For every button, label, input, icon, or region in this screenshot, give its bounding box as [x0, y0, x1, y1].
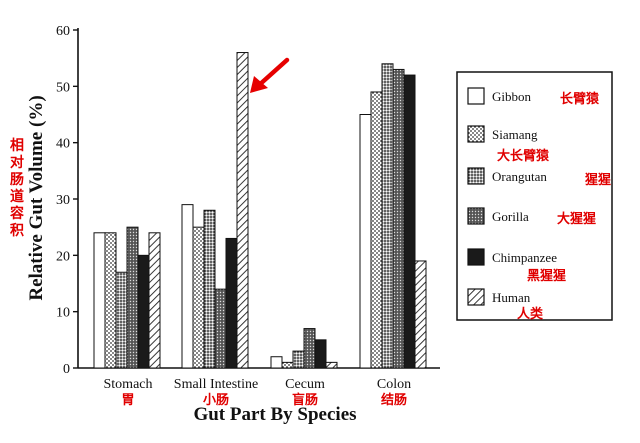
y-tick-label: 20	[56, 249, 70, 264]
bar-chimpanzee-cecum	[314, 339, 327, 369]
legend-swatch	[467, 248, 485, 266]
x-tick-label-cn: 小肠	[203, 393, 229, 408]
y-axis-title: Relative Gut Volume (%)	[26, 95, 47, 300]
bar-chimpanzee-stomach	[137, 254, 150, 369]
bar-gibbon-small-intestine	[181, 204, 194, 369]
y-tick-label: 0	[63, 362, 70, 377]
legend-swatch	[467, 167, 485, 185]
y-tick-label: 10	[56, 306, 70, 321]
y-axis-title-cn: 相对肠道容积	[9, 137, 24, 239]
annotation-arrow	[250, 57, 290, 93]
legend-box	[456, 71, 613, 321]
legend-label-cn: 猩猩	[584, 172, 611, 188]
bar-siamang-cecum	[281, 361, 294, 369]
legend-label: Gorilla	[492, 209, 529, 224]
legend: Gibbon 长臂猿 Siamang 大长臂猿 Orangutan 猩猩 Gorilla 大猩…	[456, 71, 613, 322]
bar-human-colon	[414, 260, 427, 369]
y-tick-label: 40	[56, 137, 70, 152]
x-tick-label: Cecum	[285, 377, 325, 392]
bar-human-small-intestine	[236, 52, 249, 369]
legend-label-cn: 长臂猿	[560, 91, 600, 107]
bar-orangutan-stomach	[115, 271, 128, 369]
x-tick-label-cn: 胃	[121, 393, 134, 408]
bar-human-stomach	[148, 232, 161, 369]
legend-swatch	[467, 125, 485, 143]
bar-gorilla-small-intestine	[214, 288, 227, 369]
legend-label-cn: 人类	[517, 306, 544, 322]
legend-label-cn: 大长臂猿	[497, 148, 550, 164]
legend-label: Siamang	[492, 127, 538, 142]
bar-chimpanzee-small-intestine	[225, 237, 238, 369]
x-tick-label: Stomach	[104, 377, 153, 392]
bar-siamang-stomach	[104, 232, 117, 369]
x-axis-title: Gut Part By Species	[193, 404, 356, 425]
y-tick-label: 60	[56, 24, 70, 39]
bar-human-cecum	[325, 361, 338, 369]
legend-label: Gibbon	[492, 89, 532, 104]
bar-gorilla-cecum	[303, 328, 316, 369]
bar-chimpanzee-colon	[403, 74, 416, 369]
legend-label-cn: 大猩猩	[557, 211, 596, 227]
bar-gorilla-colon	[392, 68, 405, 369]
legend-swatch	[467, 207, 485, 225]
bar-siamang-colon	[370, 91, 383, 369]
bars	[93, 52, 427, 369]
legend-swatch	[467, 87, 485, 105]
y-tick-label: 50	[56, 80, 70, 95]
bar-siamang-small-intestine	[192, 226, 205, 369]
x-tick-label: Small Intestine	[174, 377, 258, 392]
bar-orangutan-cecum	[292, 350, 305, 369]
legend-label: Chimpanzee	[492, 250, 557, 265]
legend-label: Human	[492, 290, 531, 305]
legend-swatch	[467, 288, 485, 306]
bar-orangutan-colon	[381, 63, 394, 369]
x-tick-label: Colon	[377, 377, 411, 392]
bar-gibbon-stomach	[93, 232, 106, 369]
legend-label: Orangutan	[492, 169, 547, 184]
bar-gibbon-colon	[359, 114, 372, 369]
legend-label-cn: 黑猩猩	[527, 268, 566, 284]
y-tick-label: 30	[56, 193, 70, 208]
bar-orangutan-small-intestine	[203, 209, 216, 369]
x-tick-label-cn: 结肠	[381, 392, 407, 408]
bar-gibbon-cecum	[270, 356, 283, 369]
x-tick-label-cn: 盲肠	[292, 392, 318, 408]
bar-gorilla-stomach	[126, 226, 139, 369]
